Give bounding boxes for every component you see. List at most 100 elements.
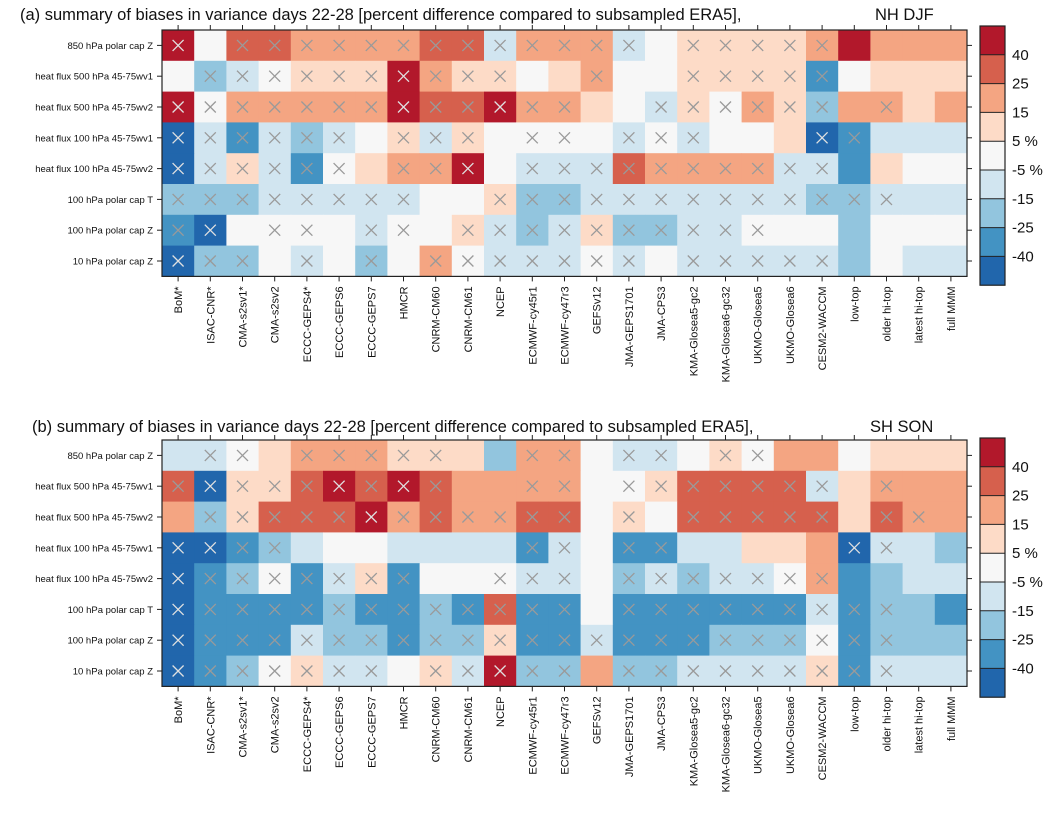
significance-cross <box>590 162 603 175</box>
significance-cross <box>172 162 185 175</box>
significance-cross <box>300 70 313 83</box>
significance-cross <box>751 634 764 647</box>
significance-cross <box>848 131 861 144</box>
heatmap-cell <box>934 30 968 62</box>
significance-cross <box>655 572 668 585</box>
heatmap-cell <box>258 245 292 277</box>
significance-cross <box>429 162 442 175</box>
significance-cross <box>333 131 346 144</box>
significance-cross <box>365 603 378 616</box>
significance-cross <box>526 255 539 267</box>
significance-cross <box>816 39 829 52</box>
heatmap-cell <box>355 532 388 564</box>
significance-cross <box>590 70 603 83</box>
colorbar-swatch <box>980 26 1005 56</box>
colorbar-frame <box>979 437 1006 698</box>
heatmap-cell <box>838 563 871 595</box>
significance-cross <box>622 193 635 206</box>
significance-cross <box>719 193 732 206</box>
significance-cross <box>300 480 313 493</box>
significance-cross <box>204 131 217 144</box>
significance-cross <box>622 255 635 267</box>
significance-cross <box>172 541 185 554</box>
significance-cross <box>236 665 249 677</box>
significance-cross <box>816 603 829 616</box>
significance-cross <box>397 39 410 52</box>
significance-cross <box>558 193 571 206</box>
column-label: full MMM <box>946 286 958 331</box>
column-label: CESM2-WACCM <box>817 286 829 370</box>
heatmap-cell <box>741 532 775 564</box>
heatmap-cell <box>484 470 517 502</box>
significance-cross <box>429 449 442 462</box>
significance-cross <box>268 131 281 144</box>
heatmap-cell <box>902 30 936 62</box>
significance-cross <box>300 449 313 462</box>
column-label: BoM* <box>173 286 185 314</box>
significance-cross <box>494 255 507 267</box>
heatmap-cell <box>645 501 678 533</box>
row-label: heat flux 100 hPa 45-75wv2 <box>35 164 153 175</box>
significance-cross <box>783 39 796 52</box>
significance-cross <box>365 193 378 206</box>
significance-cross <box>236 162 249 175</box>
significance-cross <box>526 541 539 554</box>
significance-cross <box>719 255 732 267</box>
heatmap-cell <box>838 60 871 92</box>
colorbar-label: 15 <box>1012 516 1029 533</box>
heatmap-cell <box>451 532 485 564</box>
significance-cross <box>268 224 281 237</box>
significance-cross <box>622 603 635 616</box>
significance-cross <box>204 449 217 462</box>
colorbar-label: -40 <box>1012 660 1034 677</box>
significance-cross <box>526 511 539 523</box>
significance-cross <box>655 480 668 493</box>
heatmap-cell <box>902 655 936 687</box>
significance-cross <box>848 193 861 206</box>
significance-cross <box>526 603 539 616</box>
colorbar-swatch <box>980 639 1005 669</box>
heatmap-cell <box>773 122 807 154</box>
significance-cross <box>558 255 571 267</box>
column-label: low-top <box>849 696 861 731</box>
significance-cross <box>719 224 732 237</box>
significance-cross <box>397 572 410 585</box>
significance-cross <box>204 193 217 206</box>
significance-cross <box>751 70 764 83</box>
significance-cross <box>816 572 829 585</box>
heatmap-cell <box>484 440 517 472</box>
significance-cross <box>783 101 796 113</box>
significance-cross <box>687 162 700 175</box>
significance-cross <box>655 131 668 144</box>
significance-cross <box>300 162 313 175</box>
significance-cross <box>300 511 313 523</box>
significance-cross <box>397 224 410 237</box>
significance-cross <box>365 449 378 462</box>
significance-cross <box>751 39 764 52</box>
significance-cross <box>816 511 829 523</box>
significance-cross <box>300 634 313 647</box>
heatmap-cell <box>902 563 936 595</box>
significance-cross <box>590 39 603 52</box>
heatmap-cell <box>773 532 807 564</box>
significance-cross <box>333 39 346 52</box>
significance-cross <box>397 480 410 493</box>
significance-cross <box>268 541 281 554</box>
panel-b-title: (b) summary of biases in variance days 2… <box>32 418 753 436</box>
significance-cross <box>204 70 217 83</box>
significance-cross <box>751 101 764 113</box>
colorbar-swatch <box>980 524 1005 554</box>
significance-cross <box>365 480 378 493</box>
significance-cross <box>687 572 700 585</box>
heatmap-cell <box>484 122 517 154</box>
colorbar-swatch <box>980 466 1005 496</box>
significance-cross <box>268 162 281 175</box>
heatmap-cell <box>451 440 485 472</box>
heatmap-cell <box>934 563 968 595</box>
heatmap-cell <box>451 184 485 216</box>
significance-cross <box>494 101 507 113</box>
significance-cross <box>494 511 507 523</box>
significance-cross <box>590 193 603 206</box>
significance-cross <box>172 603 185 616</box>
significance-cross <box>204 511 217 523</box>
